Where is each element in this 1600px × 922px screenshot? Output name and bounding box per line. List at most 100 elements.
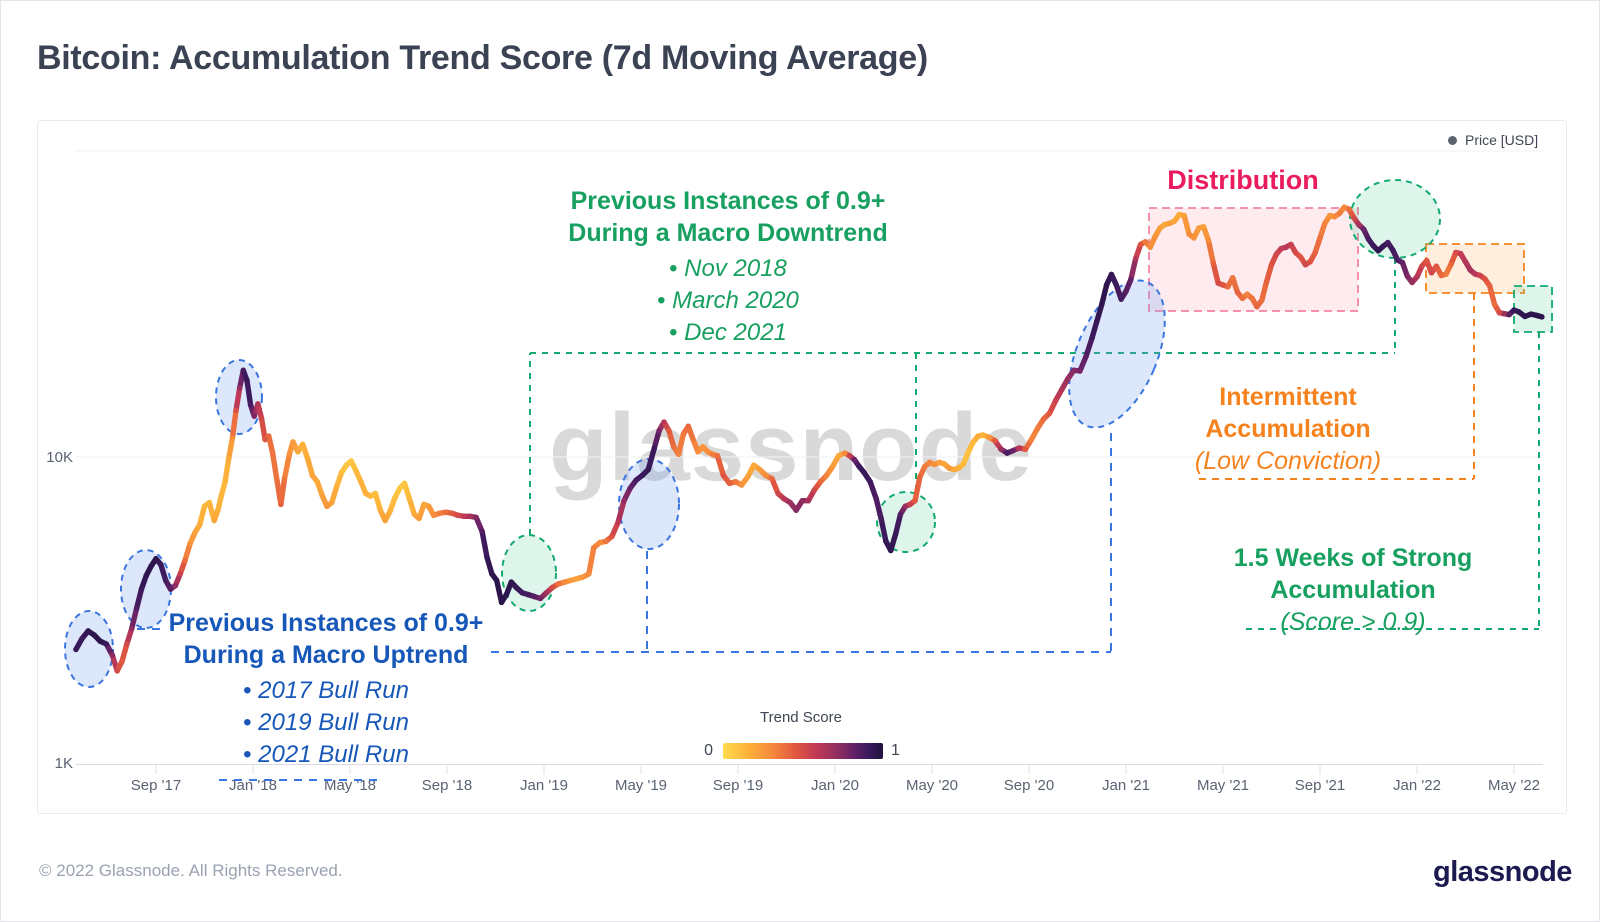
price-curve-point: [823, 472, 830, 479]
price-curve-point: [437, 510, 443, 516]
price-curve-point: [842, 450, 848, 456]
price-curve-point: [892, 531, 899, 537]
downtrend-title-line1: Previous Instances of 0.9+: [570, 187, 886, 215]
price-series-legend[interactable]: Price [USD]: [1448, 132, 1538, 148]
price-curve-point: [484, 554, 490, 561]
price-curve-segment: [878, 515, 889, 545]
price-curve-point: [1457, 250, 1464, 257]
price-curve-point: [1293, 250, 1299, 256]
price-series-dot-icon: [1448, 135, 1457, 145]
green-ellipse-annotation: [876, 491, 936, 553]
price-curve-segment: [133, 586, 145, 612]
price-curve-point: [1133, 255, 1139, 262]
price-curve-point: [769, 475, 775, 482]
price-curve-point: [300, 441, 306, 448]
price-curve-segment: [1094, 301, 1105, 324]
price-curve-point: [1312, 250, 1318, 256]
price-curve-point: [1137, 241, 1144, 248]
price-curve-segment: [182, 541, 193, 563]
price-curve-point: [114, 668, 120, 674]
price-series-label: Price [USD]: [1465, 132, 1539, 148]
intermittent-annotation: Intermittent Accumulation (Low Convictio…: [1195, 381, 1381, 477]
price-curve-point: [455, 512, 461, 518]
glassnode-logo[interactable]: glassnode: [1433, 856, 1572, 888]
price-curve-point: [1528, 311, 1534, 317]
price-curve-point: [1404, 273, 1411, 279]
price-curve-point: [1346, 206, 1352, 212]
price-curve-point: [975, 433, 981, 439]
price-curve-point: [473, 514, 479, 521]
price-curve-point: [856, 463, 862, 470]
price-curve-point: [1539, 314, 1545, 320]
price-curve-point: [1491, 301, 1498, 308]
price-curve-point: [338, 469, 345, 476]
price-curve-point: [401, 480, 408, 487]
price-curve-point: [1467, 267, 1474, 273]
price-curve-point: [153, 556, 159, 562]
price-curve-segment: [1128, 255, 1139, 283]
price-curve-segment: [119, 641, 130, 664]
price-curve-point: [1516, 309, 1522, 315]
price-curve-point: [411, 511, 417, 517]
price-curve-point: [639, 472, 645, 479]
price-curve-point: [615, 519, 621, 526]
price-curve-point: [878, 515, 884, 522]
price-curve-segment: [229, 407, 239, 442]
uptrend-title-line2: During a Macro Uptrend: [183, 641, 469, 669]
price-curve-point: [319, 492, 325, 498]
price-curve-segment: [129, 605, 140, 632]
price-curve-point: [182, 557, 188, 563]
price-curve-point: [1123, 288, 1129, 294]
x-axis-tick-label: Jan '18: [229, 777, 277, 794]
price-curve-point: [421, 501, 427, 508]
price-curve-point: [586, 571, 592, 577]
price-curve-point: [1327, 212, 1333, 219]
price-curve-point: [1010, 447, 1016, 454]
price-curve-point: [467, 513, 473, 520]
price-curve-point: [1506, 311, 1512, 318]
price-curve-point: [1317, 235, 1323, 241]
price-curve-segment: [479, 529, 490, 561]
price-curve-point: [1186, 231, 1192, 237]
price-curve-point: [187, 541, 193, 547]
price-curve-point: [196, 522, 203, 528]
price-curve-point: [1424, 258, 1430, 264]
price-curve-point: [97, 638, 103, 644]
price-curve-point: [1278, 245, 1284, 252]
price-curve-point: [1128, 276, 1134, 283]
price-curve-point: [671, 444, 677, 450]
price-curve-point: [861, 469, 867, 476]
price-curve-point: [1034, 425, 1041, 432]
price-curve-point: [1399, 259, 1406, 266]
downtrend-bullet-list: Nov 2018 March 2020 Dec 2021: [568, 253, 887, 349]
price-curve-point: [1297, 254, 1304, 260]
price-curve-point: [211, 517, 217, 524]
price-curve-point: [1065, 376, 1071, 382]
price-curve-point: [1113, 282, 1120, 288]
price-curve-point: [295, 449, 301, 455]
price-curve-point: [1230, 275, 1236, 281]
price-curve-point: [1016, 445, 1022, 451]
price-curve-point: [1004, 450, 1010, 456]
glassnode-watermark: glassnode: [549, 394, 1033, 501]
price-curve-segment: [372, 490, 384, 513]
price-curve-point: [525, 591, 531, 598]
price-curve-point: [1176, 211, 1183, 218]
price-curve-point: [382, 517, 388, 524]
price-curve-segment: [1487, 283, 1498, 308]
price-curve-point: [1259, 297, 1265, 304]
green-ellipse-annotation: [501, 534, 557, 612]
strong-accumulation-annotation: 1.5 Weeks of Strong Accumulation (Score …: [1234, 542, 1473, 638]
price-curve-point: [811, 487, 818, 493]
price-curve-point: [215, 507, 221, 513]
price-curve-point: [494, 577, 500, 584]
price-curve-point: [998, 446, 1004, 452]
price-curve-segment: [484, 554, 495, 577]
price-curve-point: [1322, 220, 1328, 227]
price-curve-point: [1448, 261, 1454, 268]
price-curve-point: [236, 385, 243, 391]
bullet-item: 2017 Bull Run: [169, 675, 484, 707]
price-curve-point: [656, 427, 662, 434]
colorbar-min-label: 0: [704, 742, 713, 759]
price-curve-point: [226, 455, 232, 462]
